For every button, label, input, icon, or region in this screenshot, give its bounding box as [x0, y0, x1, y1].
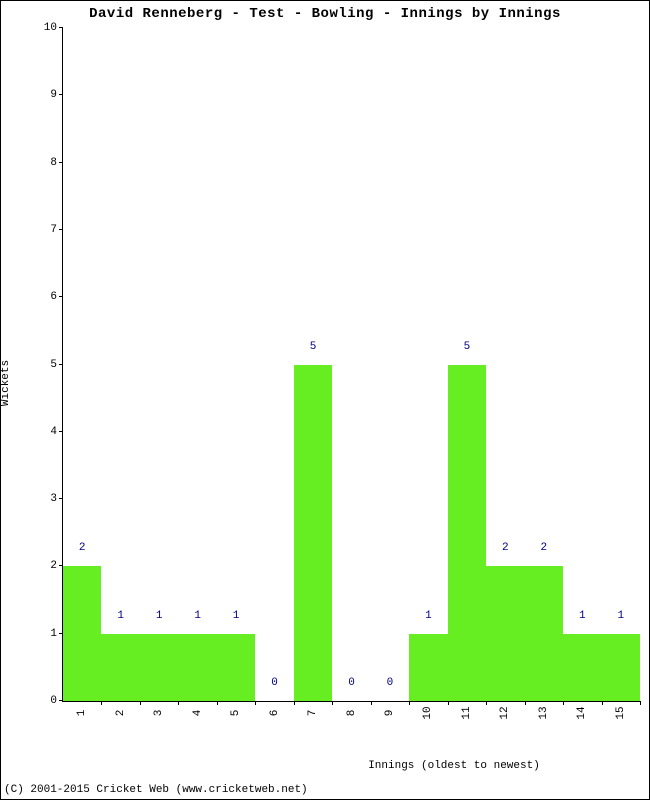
x-tick-label: 4	[192, 710, 204, 717]
y-tick-label: 0	[50, 695, 57, 707]
x-tick	[486, 701, 487, 705]
x-tick-label: 1	[76, 710, 88, 717]
y-tick	[59, 431, 63, 432]
x-tick-label: 3	[153, 710, 165, 717]
bar-value-label: 1	[117, 610, 124, 622]
x-tick-label: 10	[422, 706, 434, 719]
y-tick-label: 5	[50, 359, 57, 371]
x-tick	[563, 701, 564, 705]
bar-value-label: 0	[387, 677, 394, 689]
bar-value-label: 1	[617, 610, 624, 622]
y-tick-label: 8	[50, 157, 57, 169]
x-tick	[101, 701, 102, 705]
x-tick	[409, 701, 410, 705]
x-axis-title: Innings (oldest to newest)	[368, 760, 540, 772]
x-tick	[640, 701, 641, 705]
x-tick	[217, 701, 218, 705]
bar	[602, 634, 640, 701]
bar	[409, 634, 447, 701]
bar	[525, 566, 563, 701]
bar	[178, 634, 216, 701]
y-tick-label: 1	[50, 628, 57, 640]
bar-value-label: 0	[271, 677, 278, 689]
y-tick	[59, 296, 63, 297]
x-tick-label: 12	[499, 706, 511, 719]
y-tick	[59, 364, 63, 365]
bar	[563, 634, 601, 701]
y-tick	[59, 162, 63, 163]
x-tick-label: 13	[538, 706, 550, 719]
bar-value-label: 2	[502, 542, 509, 554]
y-tick	[59, 94, 63, 95]
x-tick-label: 8	[346, 710, 358, 717]
plot-inner: 0123456789102112131415065708091105112122…	[62, 28, 640, 702]
bar	[63, 566, 101, 701]
plot-area: Wickets 01234567891021121314150657080911…	[36, 28, 640, 738]
x-tick-label: 5	[230, 710, 242, 717]
x-tick	[371, 701, 372, 705]
y-tick-label: 7	[50, 224, 57, 236]
x-tick	[332, 701, 333, 705]
x-tick-label: 11	[461, 706, 473, 719]
bar-value-label: 1	[156, 610, 163, 622]
x-tick-label: 9	[384, 710, 396, 717]
bar	[140, 634, 178, 701]
x-tick-label: 6	[269, 710, 281, 717]
x-tick	[140, 701, 141, 705]
x-tick-label: 7	[307, 710, 319, 717]
bar	[101, 634, 139, 701]
bar-value-label: 2	[79, 542, 86, 554]
x-tick	[178, 701, 179, 705]
bar	[217, 634, 255, 701]
y-axis-title: Wickets	[0, 360, 12, 406]
y-tick	[59, 498, 63, 499]
x-tick	[448, 701, 449, 705]
y-tick	[59, 27, 63, 28]
bar-value-label: 1	[233, 610, 240, 622]
bar-value-label: 5	[310, 341, 317, 353]
y-tick-label: 10	[44, 22, 57, 34]
bar-value-label: 0	[348, 677, 355, 689]
bar-value-label: 1	[194, 610, 201, 622]
y-tick-label: 9	[50, 89, 57, 101]
bar	[294, 365, 332, 702]
y-tick-label: 2	[50, 560, 57, 572]
x-tick	[602, 701, 603, 705]
chart-title: David Renneberg - Test - Bowling - Innin…	[0, 0, 650, 22]
x-tick-label: 14	[576, 706, 588, 719]
y-tick-label: 4	[50, 426, 57, 438]
bar-value-label: 5	[464, 341, 471, 353]
copyright-text: (C) 2001-2015 Cricket Web (www.cricketwe…	[4, 784, 308, 796]
y-tick-label: 6	[50, 291, 57, 303]
y-tick-label: 3	[50, 493, 57, 505]
x-tick	[525, 701, 526, 705]
y-tick	[59, 229, 63, 230]
bar-value-label: 1	[425, 610, 432, 622]
bar	[448, 365, 486, 702]
chart-container: David Renneberg - Test - Bowling - Innin…	[0, 0, 650, 800]
bar-value-label: 2	[541, 542, 548, 554]
x-tick	[255, 701, 256, 705]
x-tick	[294, 701, 295, 705]
x-tick-label: 15	[615, 706, 627, 719]
bar	[486, 566, 524, 701]
bar-value-label: 1	[579, 610, 586, 622]
x-tick-label: 2	[115, 710, 127, 717]
